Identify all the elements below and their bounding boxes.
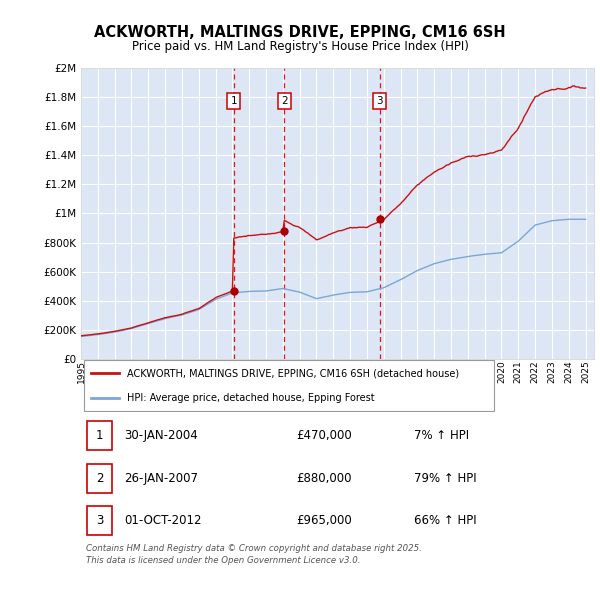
Text: 66% ↑ HPI: 66% ↑ HPI xyxy=(415,514,477,527)
Text: 3: 3 xyxy=(96,514,103,527)
Text: 2: 2 xyxy=(281,96,287,106)
FancyBboxPatch shape xyxy=(87,421,112,450)
Text: £880,000: £880,000 xyxy=(296,471,352,485)
Text: ACKWORTH, MALTINGS DRIVE, EPPING, CM16 6SH (detached house): ACKWORTH, MALTINGS DRIVE, EPPING, CM16 6… xyxy=(127,368,459,378)
Text: 2: 2 xyxy=(96,471,103,485)
Text: 3: 3 xyxy=(376,96,383,106)
Text: 30-JAN-2004: 30-JAN-2004 xyxy=(125,430,199,442)
Text: 7% ↑ HPI: 7% ↑ HPI xyxy=(415,430,470,442)
Text: 1: 1 xyxy=(96,430,103,442)
Text: 1: 1 xyxy=(230,96,237,106)
Text: Contains HM Land Registry data © Crown copyright and database right 2025.
This d: Contains HM Land Registry data © Crown c… xyxy=(86,545,422,565)
Text: 79% ↑ HPI: 79% ↑ HPI xyxy=(415,471,477,485)
FancyBboxPatch shape xyxy=(87,464,112,493)
Text: ACKWORTH, MALTINGS DRIVE, EPPING, CM16 6SH: ACKWORTH, MALTINGS DRIVE, EPPING, CM16 6… xyxy=(94,25,506,40)
FancyBboxPatch shape xyxy=(83,360,494,411)
FancyBboxPatch shape xyxy=(87,506,112,535)
Text: Price paid vs. HM Land Registry's House Price Index (HPI): Price paid vs. HM Land Registry's House … xyxy=(131,40,469,53)
Text: HPI: Average price, detached house, Epping Forest: HPI: Average price, detached house, Eppi… xyxy=(127,393,375,403)
Text: 01-OCT-2012: 01-OCT-2012 xyxy=(125,514,202,527)
Text: 26-JAN-2007: 26-JAN-2007 xyxy=(125,471,199,485)
Text: £965,000: £965,000 xyxy=(296,514,352,527)
Text: £470,000: £470,000 xyxy=(296,430,352,442)
